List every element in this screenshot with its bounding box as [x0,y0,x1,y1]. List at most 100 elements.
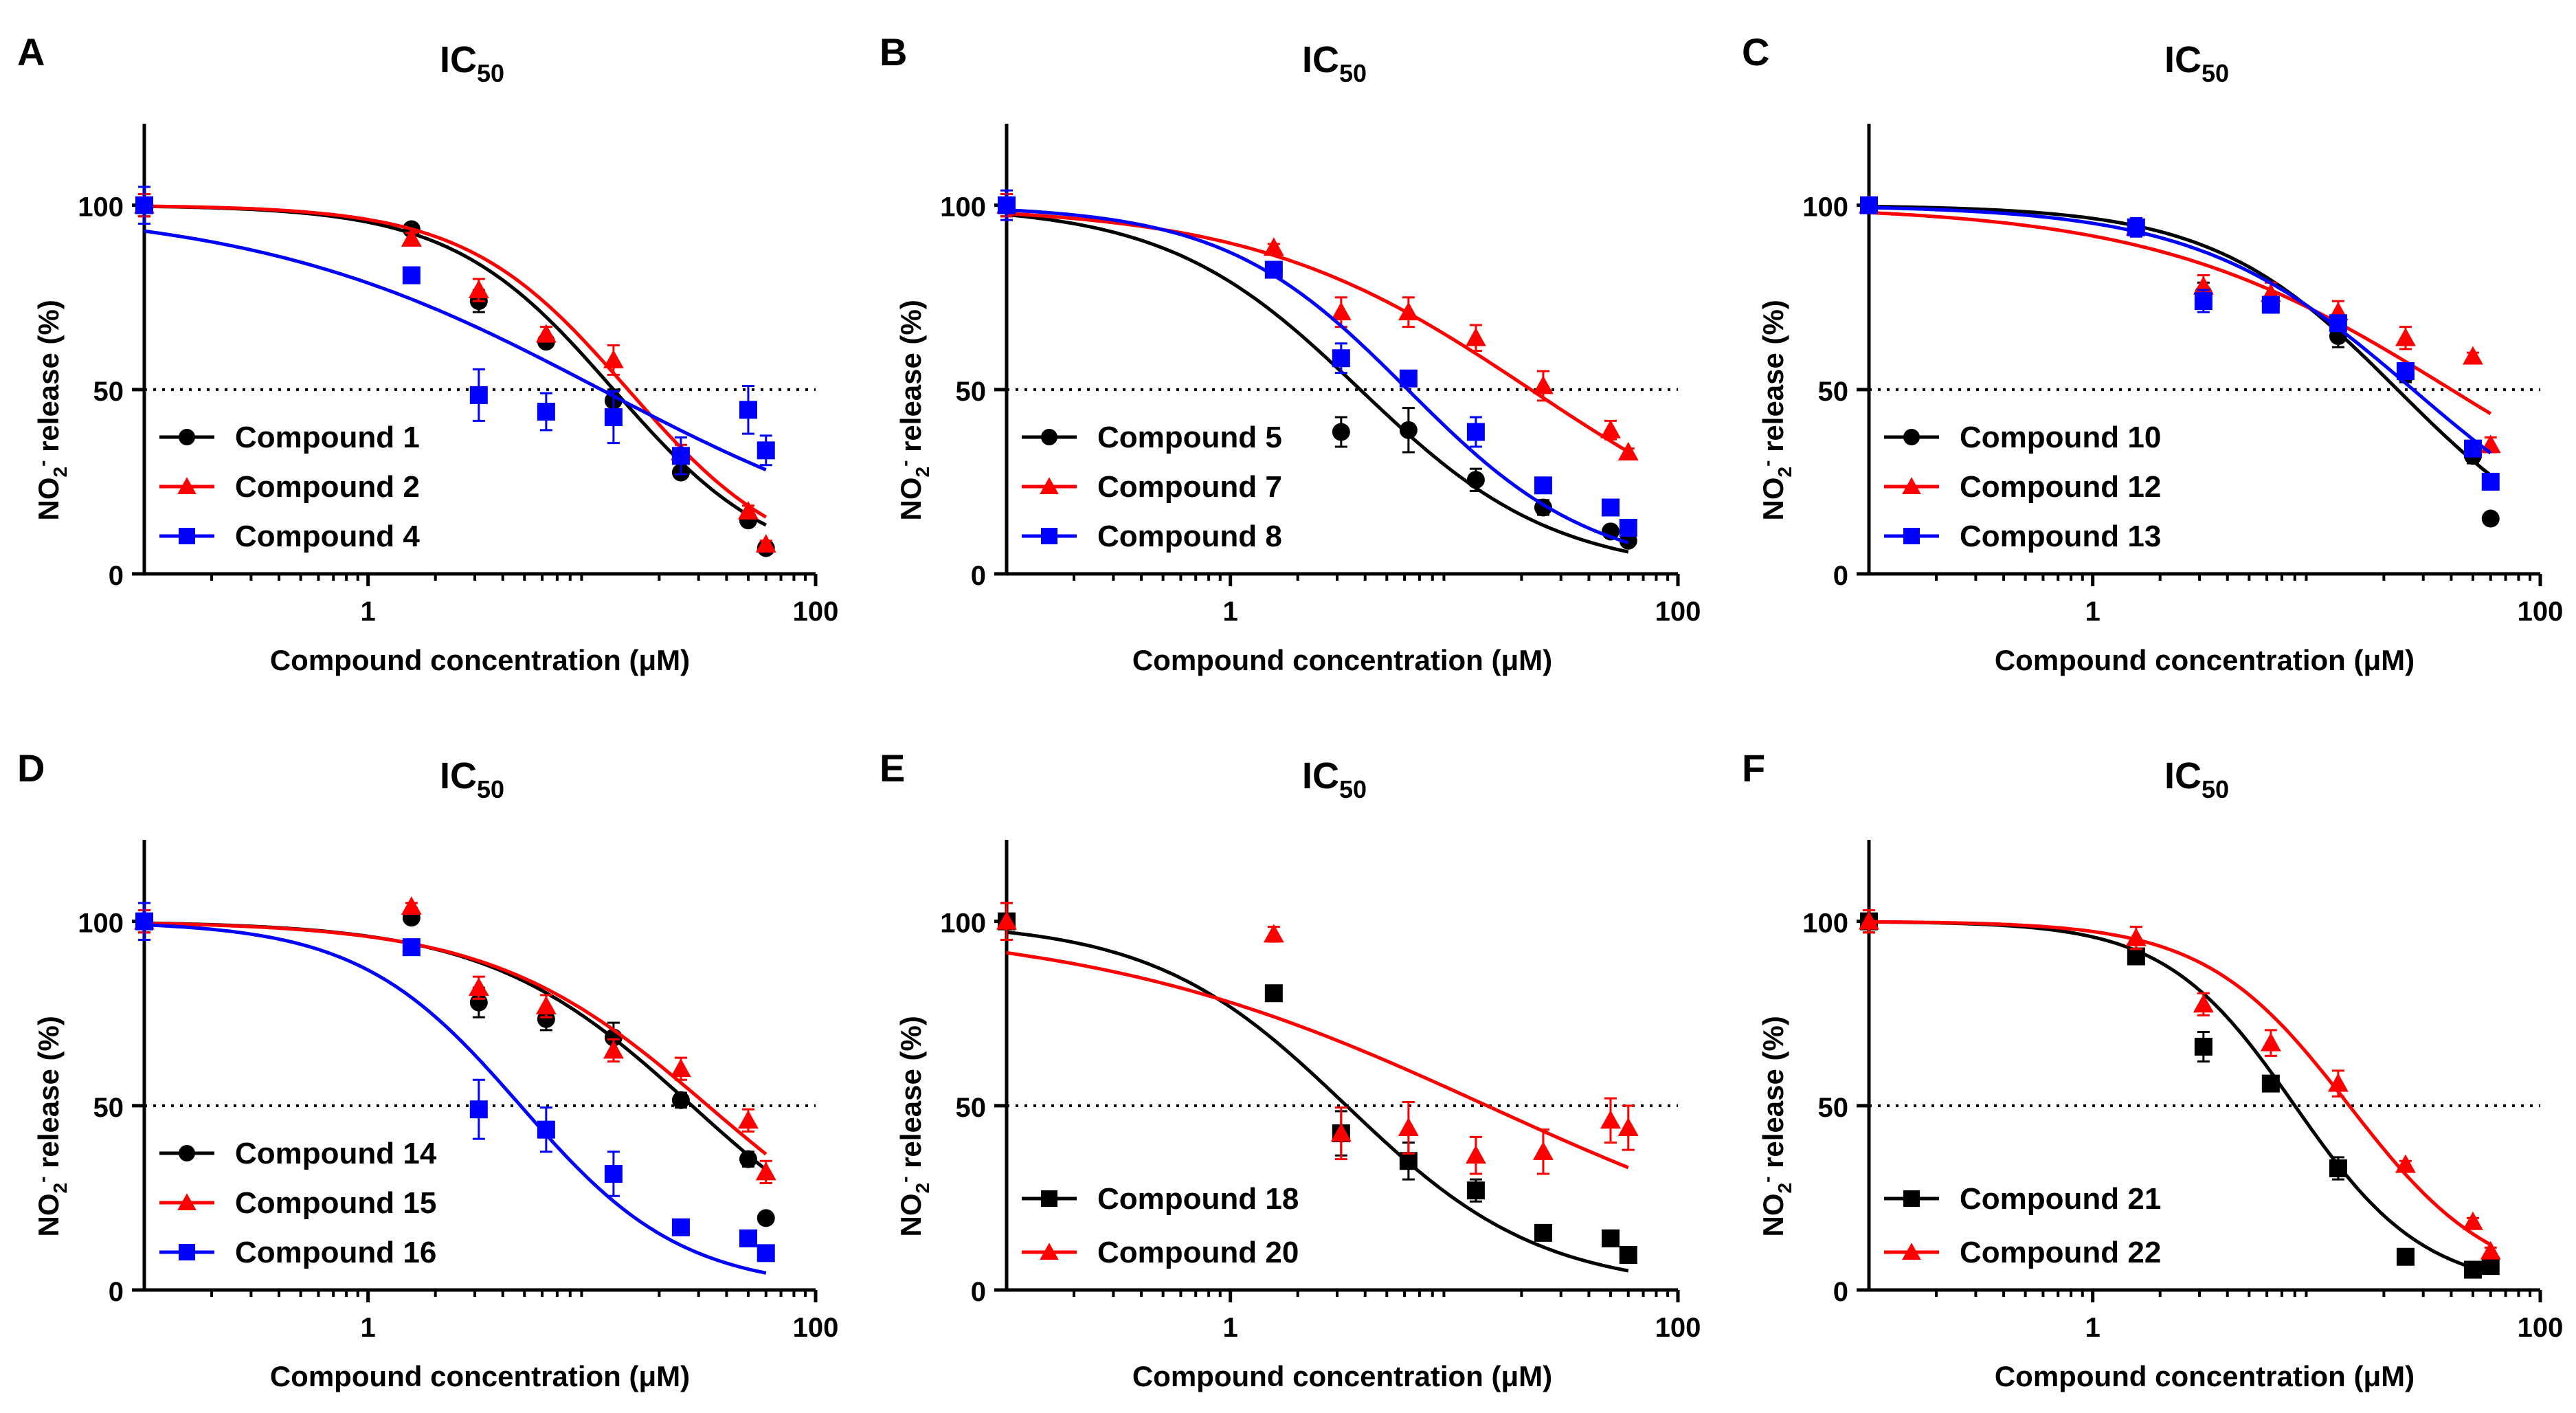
y-tick-label: 100 [78,192,124,223]
data-point [1532,375,1554,394]
legend: Compound 14 Compound 15 Compound 16 [159,1137,437,1269]
legend-label: Compound 20 [1097,1236,1299,1269]
panel-label: C [1742,30,1769,74]
legend: Compound 1 Compound 2 Compound 4 [159,421,420,553]
legend-label: Compound 12 [1960,470,2161,504]
data-point [2127,947,2145,966]
x-tick-label: 100 [2518,1313,2564,1343]
data-point [1534,476,1552,495]
legend-marker [177,1193,197,1211]
x-axis-label: Compound concentration (μM) [1132,644,1552,676]
data-point [1264,984,1283,1003]
y-tick-label: 50 [956,377,987,407]
chart-title: IC50 [2164,755,2229,803]
x-axis-label: Compound concentration (μM) [1995,1360,2415,1392]
data-point [1600,1110,1621,1129]
data-point [469,386,488,404]
panel-label: D [17,746,45,790]
chart-title: IC50 [1302,39,1367,87]
y-tick-label: 0 [971,561,986,591]
data-point [670,1058,691,1078]
data-point [671,1218,690,1236]
legend-label: Compound 1 [235,421,420,454]
data-point [1332,349,1350,368]
series-compound-4 [135,186,775,476]
data-point [2463,1211,2483,1230]
legend-marker [1040,1243,1059,1260]
legend-label: Compound 14 [235,1137,437,1170]
series-compound-7 [996,193,1639,460]
data-point [603,1040,624,1059]
legend-label: Compound 18 [1097,1182,1299,1216]
fit-curve [1006,212,1629,554]
series-compound-2 [134,193,776,553]
x-tick-label: 1 [1223,1313,1238,1343]
y-axis-label: NO2- release (%) [894,1016,933,1236]
y-tick-label: 0 [1833,1277,1848,1307]
data-point [2396,362,2415,380]
fit-curve [1868,204,2492,477]
data-point [535,996,557,1014]
x-axis-label: Compound concentration (μM) [270,644,690,676]
data-point [604,1165,623,1183]
legend-marker [1903,528,1920,544]
x-tick-label: 100 [793,597,839,627]
x-tick-label: 1 [2085,597,2101,627]
data-point [1466,423,1485,441]
fit-curve [1869,920,2491,1275]
legend-marker [1040,477,1059,495]
data-point [1263,237,1284,256]
data-point [1264,260,1283,279]
legend: Compound 21 Compound 22 [1884,1182,2161,1269]
x-axis-label: Compound concentration (μM) [1995,644,2415,676]
data-point [603,349,624,368]
fit-curve [1006,950,1629,1170]
data-point [1619,518,1637,537]
data-point [1465,327,1486,346]
legend-label: Compound 8 [1097,520,1282,553]
data-point [998,196,1016,214]
y-tick-label: 100 [940,909,986,939]
data-point [1532,1141,1554,1160]
data-point [1601,498,1620,517]
data-point [1332,423,1350,441]
series-compound-18 [998,902,1637,1273]
data-point [1601,1229,1620,1247]
series-compound-22 [1859,909,2501,1260]
legend-marker [1902,477,1921,495]
data-point [755,534,776,553]
legend-label: Compound 13 [1960,520,2161,553]
x-tick-label: 100 [2518,597,2564,627]
data-point [1398,1117,1419,1136]
y-axis-label: NO2- release (%) [1756,1016,1795,1236]
y-axis-label: NO2- release (%) [894,300,933,520]
data-point [671,1091,690,1109]
panel-label: F [1742,746,1765,790]
data-point [402,938,421,957]
panel-F: F IC50 0 50 100 1 100 Compound concentration (μ… [1742,746,2563,1392]
x-axis-label: Compound concentration (μM) [1132,1360,1552,1392]
x-tick-label: 1 [361,1313,376,1343]
data-point [1330,302,1352,321]
legend: Compound 10 Compound 12 Compound 13 [1884,421,2161,553]
series-compound-21 [1860,909,2500,1279]
fit-curve [144,204,768,519]
data-point [2463,346,2483,365]
data-point [671,447,690,465]
data-point [1534,1223,1552,1242]
legend-label: Compound 5 [1097,421,1282,454]
y-tick-label: 50 [956,1093,987,1123]
y-axis-label: NO2- release (%) [32,300,71,520]
y-tick-label: 50 [93,1093,124,1123]
data-point [2125,927,2147,946]
data-point [402,266,421,285]
data-point [2463,1260,2482,1279]
fit-curve [1006,930,1629,1273]
data-point [401,227,422,247]
data-point [1617,1117,1639,1136]
data-point [401,896,422,915]
data-point [2329,314,2347,333]
panel-B: B IC50 0 50 100 1 100 Compound concentration (μ… [880,30,1701,676]
data-point [2396,1247,2415,1266]
y-axis-label: NO2- release (%) [1756,300,1795,520]
